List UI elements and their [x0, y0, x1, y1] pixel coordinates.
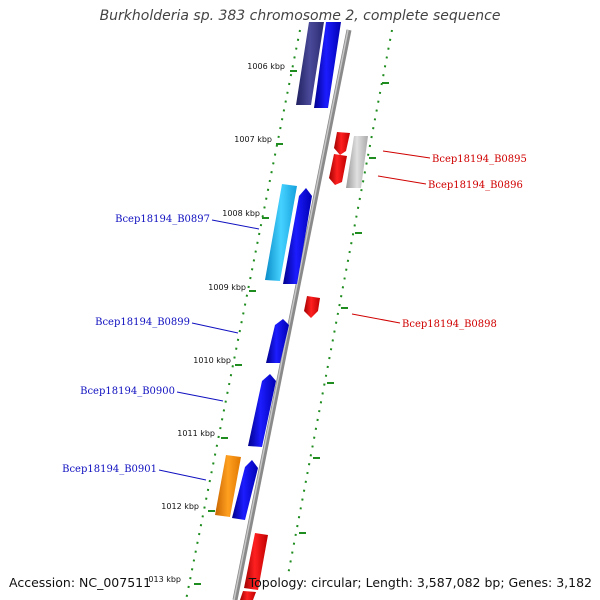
tick-label: 1007 kbp [234, 135, 272, 144]
accession-text: Accession: NC_007511 [9, 575, 152, 590]
other-feature-b0901 [215, 455, 241, 517]
leader-line-b0898 [351, 313, 401, 324]
reverse-gene-arrow [244, 533, 268, 590]
leader-line-b0899 [191, 322, 239, 334]
dark-feature [296, 22, 324, 105]
gene-features [215, 22, 368, 600]
forward-gene-arrow-b0899 [266, 319, 289, 363]
reverse-gene-arrow-b0898 [304, 296, 320, 318]
tick-label: 013 kbp [148, 575, 181, 584]
gene-label-b0898[interactable]: Bcep18194_B0898 [402, 319, 497, 330]
gene-label-b0900[interactable]: Bcep18194_B0900 [80, 386, 175, 397]
forward-gene-arrow [283, 188, 312, 284]
leader-line-b0900 [176, 391, 224, 402]
tick-marks [194, 70, 389, 585]
tick-label: 1009 kbp [208, 283, 246, 292]
leader-line-b0901 [158, 469, 207, 481]
gene-label-b0899[interactable]: Bcep18194_B0899 [95, 317, 190, 328]
forward-gene-arrow [232, 460, 258, 520]
gene-label-b0897[interactable]: Bcep18194_B0897 [115, 214, 210, 225]
leader-line-b0896 [377, 175, 427, 185]
tick-labels: 1006 kbp 1007 kbp 1008 kbp 1009 kbp 1010… [148, 62, 285, 584]
reverse-gene-arrow [329, 154, 347, 185]
reverse-gene-arrow-b0895 [334, 132, 350, 155]
leader-line-b0895 [382, 150, 431, 159]
forward-gene-arrow-b0900 [248, 374, 276, 447]
gene-labels: Bcep18194_B0895 Bcep18194_B0896 Bcep1819… [62, 154, 527, 475]
genome-backbone-highlight [233, 29, 349, 600]
tick-label: 1011 kbp [177, 429, 215, 438]
forward-gene-arrow [314, 22, 341, 108]
reverse-gene-arrow [240, 591, 256, 600]
gene-label-b0901[interactable]: Bcep18194_B0901 [62, 464, 157, 475]
tick-label: 1008 kbp [222, 209, 260, 218]
tick-label: 1012 kbp [161, 502, 199, 511]
pseudo-feature-b0896 [346, 136, 368, 188]
tick-label: 1006 kbp [247, 62, 285, 71]
topology-text: Topology: circular; Length: 3,587,082 bp… [248, 575, 592, 590]
gene-label-b0896[interactable]: Bcep18194_B0896 [428, 180, 523, 191]
rna-feature-b0897 [265, 184, 297, 281]
label-leaders [158, 150, 431, 481]
genome-backbone-line [232, 29, 352, 600]
gene-label-b0895[interactable]: Bcep18194_B0895 [432, 154, 527, 165]
tick-label: 1010 kbp [193, 356, 231, 365]
leader-line-b0897 [211, 219, 260, 230]
map-title: Burkholderia sp. 383 chromosome 2, compl… [99, 8, 501, 24]
outer-dotted-ruler [287, 29, 393, 576]
